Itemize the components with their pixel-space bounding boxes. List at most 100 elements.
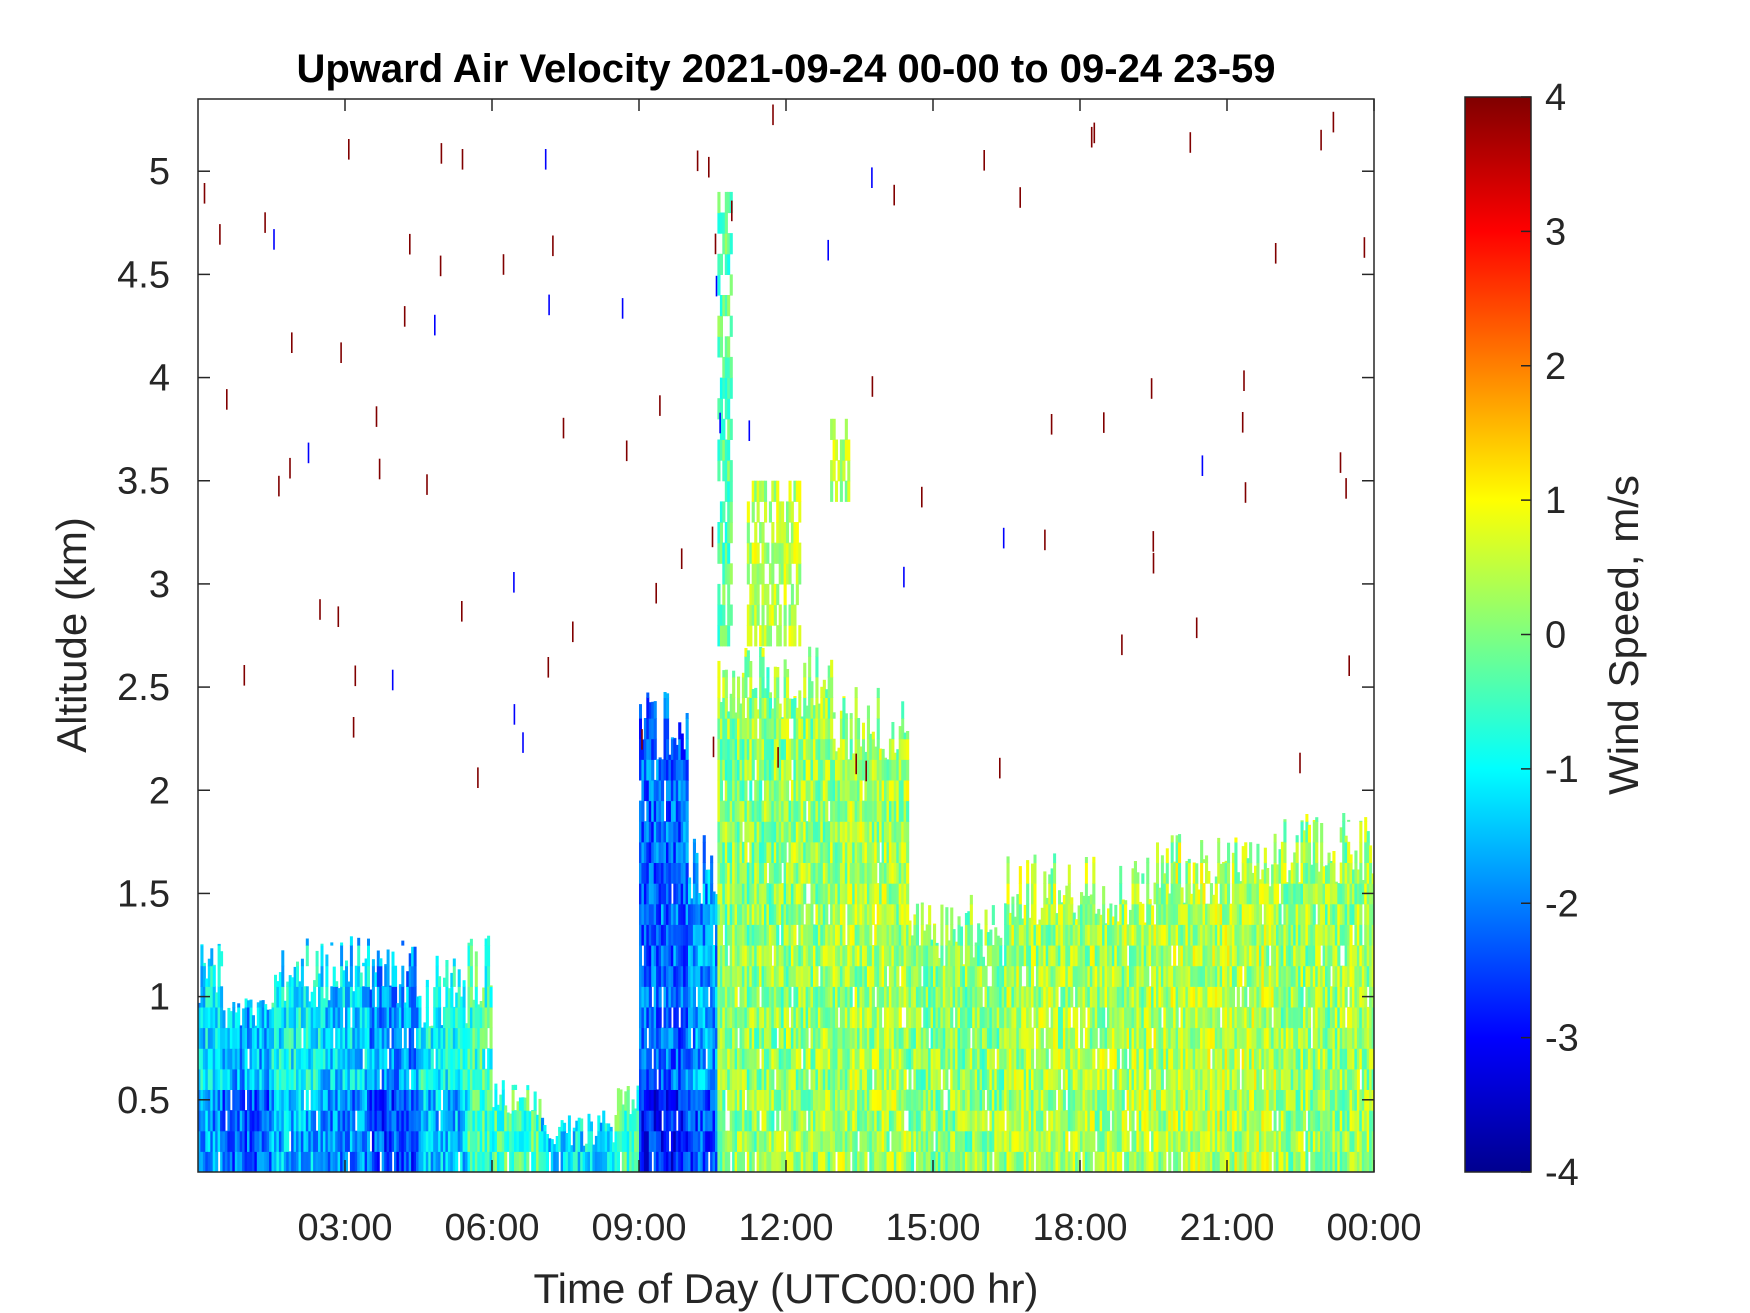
heat-cell [1050,903,1054,925]
heat-cell [467,945,471,967]
heat-cell [871,841,875,863]
heat-cell [832,862,836,884]
heat-cell [690,898,694,905]
heat-cell [1107,1089,1111,1111]
heat-cell [864,924,868,946]
heat-cell [991,1027,995,1049]
heat-cell [906,841,910,863]
heat-cell [1035,1110,1039,1132]
heat-cell [1153,1151,1157,1172]
heat-cell [1070,945,1074,967]
heat-cell [1160,883,1164,905]
heat-cell [1053,965,1057,987]
heat-cell [332,966,336,987]
heat-cell [678,862,682,884]
heat-cell [531,1130,535,1152]
heat-cell [1133,986,1137,1008]
heat-cell [335,1006,339,1029]
heat-cell [673,1027,677,1049]
heat-cell [663,862,667,884]
heat-cell [646,862,650,884]
heat-cell [790,821,794,843]
heat-cell [764,821,768,843]
heat-cell [945,986,949,1008]
heat-cell [964,913,968,925]
heat-cell [803,676,807,698]
heat-cell [1082,986,1086,1008]
heat-cell [1089,1027,1093,1049]
heat-cell [675,1130,679,1152]
heat-cell [690,1068,694,1090]
heat-cell [261,1130,265,1152]
heat-cell [1138,1006,1142,1029]
heat-cell [920,1027,924,1049]
heat-cell [800,1110,804,1132]
heat-cell [479,1151,483,1172]
heat-cell [754,687,758,698]
heat-cell [759,800,763,822]
heat-cell [717,862,721,884]
heat-cell [477,1048,481,1070]
heat-cell [1028,1068,1032,1090]
heat-cell [293,1151,297,1172]
heat-cell [653,1130,657,1152]
heat-cell [881,779,885,802]
heat-cell [859,1130,863,1152]
heat-cell [989,1027,993,1049]
heat-cell [685,924,689,946]
heat-cell [702,1089,706,1111]
heat-cell [739,1130,743,1152]
heat-cell [1099,1068,1103,1090]
heat-cell [888,965,892,987]
heat-cell [668,759,672,781]
heat-cell [1099,1151,1103,1172]
heat-cell [795,1089,799,1111]
heat-cell [783,759,787,781]
heat-cell [396,1068,400,1090]
heat-cell [854,738,858,760]
heat-cell [1156,903,1159,925]
heat-cell [386,965,390,987]
heat-cell [364,1006,368,1029]
heat-cell [325,1130,329,1152]
heat-cell [433,987,437,1008]
heat-cell [967,1110,971,1132]
heat-cell [781,1006,785,1029]
heat-cell [879,800,883,822]
heat-cell [1116,1027,1120,1049]
heat-cell [805,738,809,760]
heat-cell [832,1110,836,1132]
heat-cell [420,1068,424,1090]
heat-cell [639,986,642,1008]
heat-cell [803,1068,807,1090]
heat-cell [673,1110,677,1132]
heat-cell [957,986,961,1008]
heat-cell [793,1048,797,1070]
heat-cell [639,1006,642,1029]
heat-cell [1075,1048,1079,1070]
heat-cell [484,1006,488,1029]
heat-cell [962,1089,966,1111]
heat-cell [1082,1068,1086,1090]
heat-cell [832,841,836,863]
heat-cell [293,1006,297,1029]
heat-cell [567,1130,571,1152]
heat-cell [445,1068,449,1090]
heat-cell [874,1130,878,1152]
heat-cell [891,1130,895,1152]
heat-cell [1077,986,1081,1008]
heat-cell [798,1151,802,1172]
heat-cell [303,1006,307,1029]
heat-cell [342,1027,346,1049]
heat-cell [700,1089,704,1111]
heat-cell [741,841,745,863]
heat-cell [1156,1027,1159,1049]
heat-cell [1058,1048,1061,1070]
heat-cell [724,841,728,863]
heat-cell [643,1048,647,1070]
heat-cell [891,841,895,863]
heat-cell [759,779,763,802]
heat-cell [445,965,449,987]
heat-cell [729,945,733,967]
heat-cell [903,862,907,884]
